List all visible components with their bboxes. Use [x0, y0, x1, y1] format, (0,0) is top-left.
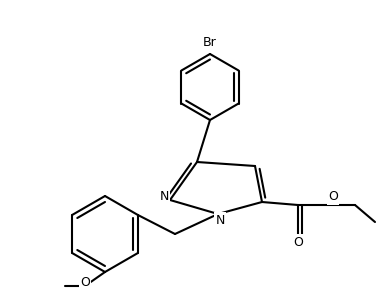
Text: O: O: [80, 277, 90, 290]
Text: O: O: [293, 236, 303, 249]
Text: N: N: [159, 189, 169, 203]
Text: N: N: [215, 214, 225, 226]
Text: O: O: [328, 191, 338, 204]
Text: Br: Br: [203, 36, 217, 49]
